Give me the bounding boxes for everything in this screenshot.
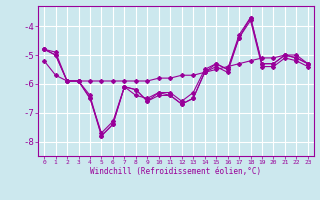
X-axis label: Windchill (Refroidissement éolien,°C): Windchill (Refroidissement éolien,°C) (91, 167, 261, 176)
